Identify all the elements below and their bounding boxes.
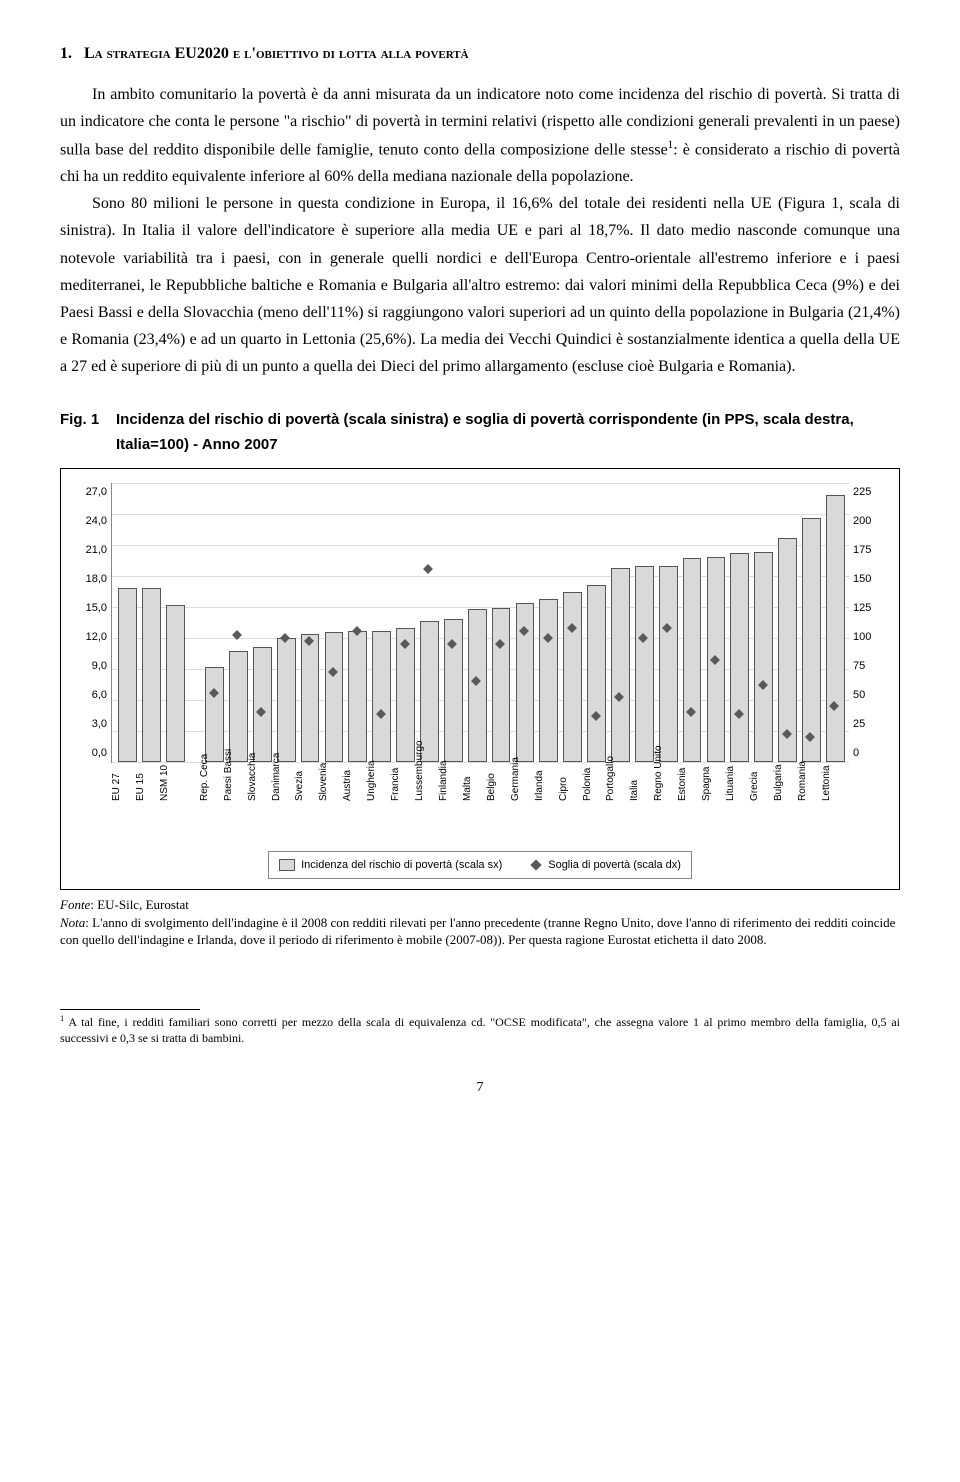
x-label: Irlanda xyxy=(531,770,548,801)
bar xyxy=(683,558,702,762)
footnote-text: A tal fine, i redditi familiari sono cor… xyxy=(60,1015,900,1045)
nota-label: Nota xyxy=(60,915,85,930)
chart-legend: Incidenza del rischio di povertà (scala … xyxy=(268,851,692,880)
y-axis-left: 27,024,021,018,015,012,09,06,03,00,0 xyxy=(77,483,107,763)
x-label: Germania xyxy=(507,757,524,801)
marker xyxy=(233,630,243,640)
paragraph-2: Sono 80 milioni le persone in questa con… xyxy=(60,190,900,380)
bar xyxy=(659,566,678,761)
bar xyxy=(325,632,344,761)
footnote-rule xyxy=(60,1009,200,1010)
x-label: Regno Unito xyxy=(650,745,667,801)
marker xyxy=(424,564,434,574)
x-label: Rep. Ceca xyxy=(196,753,213,800)
heading-text: La strategia EU2020 e l'obiettivo di lot… xyxy=(84,45,469,62)
paragraph-1: In ambito comunitario la povertà è da an… xyxy=(60,81,900,190)
x-label: Lussemburgo xyxy=(411,740,428,801)
x-label: EU 15 xyxy=(132,773,149,801)
fonte-value: : EU-Silc, Eurostat xyxy=(90,897,189,912)
figure-label: Fig. 1 xyxy=(60,407,116,458)
x-label: Austria xyxy=(339,769,356,800)
nota-text: : L'anno di svolgimento dell'indagine è … xyxy=(60,915,895,948)
bar xyxy=(468,609,487,762)
bar xyxy=(587,585,606,762)
bar xyxy=(205,667,224,762)
bar xyxy=(802,518,821,762)
bar xyxy=(118,588,137,762)
x-label: Romania xyxy=(794,761,811,801)
chart-area: 27,024,021,018,015,012,09,06,03,00,0 225… xyxy=(77,483,883,803)
x-label: Polonia xyxy=(579,767,596,800)
bar xyxy=(611,568,630,761)
x-label: Estonia xyxy=(674,767,691,800)
x-label: Finlandia xyxy=(435,760,452,801)
x-label: EU 27 xyxy=(108,773,125,801)
x-label: Italia xyxy=(626,779,643,800)
y-axis-right: 2252001751501251007550250 xyxy=(853,483,883,763)
footnote: 1 A tal fine, i redditi familiari sono c… xyxy=(60,1014,900,1046)
figure-caption-text: Incidenza del rischio di povertà (scala … xyxy=(116,407,900,458)
bar xyxy=(492,608,511,762)
bar xyxy=(563,592,582,761)
bar xyxy=(635,566,654,761)
heading-number: 1. xyxy=(60,45,72,62)
x-label: Danimarca xyxy=(268,752,285,800)
page-number: 7 xyxy=(60,1076,900,1100)
x-label: NSM 10 xyxy=(156,764,173,800)
section-heading: 1. La strategia EU2020 e l'obiettivo di … xyxy=(60,40,900,67)
bars-layer xyxy=(112,483,849,762)
bar xyxy=(372,631,391,761)
x-label: Lettonia xyxy=(818,765,835,801)
x-label: Malta xyxy=(459,776,476,800)
x-label: Belgio xyxy=(483,773,500,801)
bar xyxy=(826,495,845,762)
bar xyxy=(778,538,797,761)
x-label: Lituania xyxy=(722,766,739,801)
bar xyxy=(229,651,248,762)
bar xyxy=(277,638,296,762)
bar xyxy=(730,553,749,762)
x-label: Slovacchia xyxy=(244,752,261,800)
figure-caption: Fig. 1 Incidenza del rischio di povertà … xyxy=(60,407,900,458)
chart-container: 27,024,021,018,015,012,09,06,03,00,0 225… xyxy=(60,468,900,891)
bar xyxy=(253,647,272,762)
x-label: Grecia xyxy=(746,771,763,800)
plot-area xyxy=(111,483,849,763)
x-label: Portogallo xyxy=(602,756,619,801)
source-note: Fonte: EU-Silc, Eurostat Nota: L'anno di… xyxy=(60,896,900,949)
legend-marker: Soglia di povertà (scala dx) xyxy=(532,856,681,875)
x-axis-labels: EU 27EU 15NSM 10Rep. CecaPaesi BassiSlov… xyxy=(111,763,849,803)
x-label: Svezia xyxy=(291,771,308,801)
x-label: Bulgaria xyxy=(770,764,787,801)
x-label: Spagna xyxy=(698,766,715,800)
legend-bar-swatch xyxy=(279,859,295,871)
x-label: Paesi Bassi xyxy=(220,748,237,800)
bar xyxy=(539,599,558,761)
x-label: Ungheria xyxy=(363,760,380,801)
x-label: Cipro xyxy=(555,777,572,801)
bar xyxy=(142,588,161,762)
fonte-label: Fonte xyxy=(60,897,90,912)
x-label: Francia xyxy=(387,767,404,800)
x-label: Slovenia xyxy=(315,762,332,800)
legend-marker-swatch xyxy=(531,859,542,870)
bar xyxy=(348,631,367,761)
legend-bar-label: Incidenza del rischio di povertà (scala … xyxy=(301,859,502,871)
bar xyxy=(166,605,185,762)
bar xyxy=(301,634,320,762)
legend-bar: Incidenza del rischio di povertà (scala … xyxy=(279,856,502,875)
legend-marker-label: Soglia di povertà (scala dx) xyxy=(548,859,681,871)
bar xyxy=(754,552,773,762)
